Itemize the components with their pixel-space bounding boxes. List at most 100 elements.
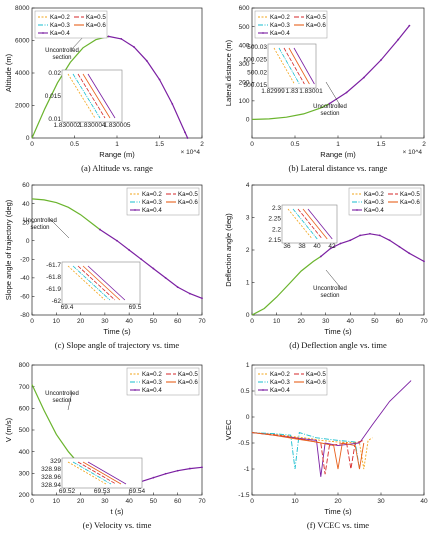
series-marker <box>398 245 401 248</box>
inset-x-tick: 69.52 <box>59 488 76 495</box>
y-tick-label: 2 <box>246 247 250 254</box>
inset-series <box>87 461 127 485</box>
series-marker <box>186 137 189 139</box>
legend-label: Ka=0.5 <box>306 14 326 21</box>
annotation-arrow <box>325 269 341 288</box>
annotation-line2: section <box>52 398 71 404</box>
x-tick-label: 0.5 <box>70 141 79 148</box>
legend-label: Ka=0.6 <box>178 199 198 206</box>
panel-d: 0 10 20 30 40 50 60 70 0 1 2 3 4 Time (s) Deflection a… <box>224 182 428 350</box>
legend-label: Ka=0.4 <box>364 207 384 214</box>
series-marker <box>171 102 174 105</box>
y-tick-label: 100 <box>239 98 250 105</box>
series-marker <box>188 467 191 470</box>
y-axis-label: Altitude (m) <box>4 53 13 92</box>
legend-label: Ka=0.2 <box>50 14 70 21</box>
series-line <box>31 198 101 231</box>
panel-caption: (f) VCEC vs. time <box>307 520 369 530</box>
inset-x-tick: 38 <box>298 243 306 250</box>
x-tick-label: 50 <box>150 498 158 505</box>
x-tick-label: 0 <box>250 318 254 325</box>
annotation-line1: Uncontrolled <box>313 286 347 292</box>
x-axis-label: Time (s) <box>103 327 131 336</box>
inset-y-tick: 328.94 <box>41 482 61 489</box>
inset-y-tick: 500.025 <box>244 57 268 64</box>
y-axis-label: Slope angle of trajectory (deg) <box>4 199 13 300</box>
inset-x-tick: 42 <box>328 243 336 250</box>
y-tick-label: 60 <box>22 182 30 189</box>
panel-b: 0 0.5 1 1.5 2 0 100 200 300 400 500 600 × 10^4 Range … <box>224 5 426 173</box>
inset-y-tick: -61.7 <box>46 262 61 269</box>
y-tick-label: 600 <box>19 406 30 413</box>
y-tick-label: -40 <box>20 275 30 282</box>
inset-series <box>67 73 96 119</box>
annotation-line1: Uncontrolled <box>313 104 347 110</box>
y-tick-label: 6000 <box>15 38 30 45</box>
x-tick-label: 20 <box>334 498 342 505</box>
legend-label: Ka=0.3 <box>364 199 384 206</box>
inset-series <box>82 461 122 485</box>
x-tick-label: 50 <box>150 318 158 325</box>
x-tick-label: 1 <box>115 141 119 148</box>
x-tick-label: 0 <box>30 318 34 325</box>
y-axis-label: Deflection angle (deg) <box>224 213 233 287</box>
legend-label: Ka=0.3 <box>270 379 290 386</box>
inset-x-tick: 1.830004 <box>78 122 105 129</box>
series-marker <box>345 91 348 94</box>
inset-y-tick: 328.98 <box>41 466 61 473</box>
x-tick-label: 30 <box>101 318 109 325</box>
y-tick-label: 200 <box>239 79 250 86</box>
annotation-line2: section <box>52 55 71 61</box>
legend-label: Ka=0.4 <box>142 387 162 394</box>
x-tick-label: 40 <box>420 498 428 505</box>
inset-series <box>87 73 116 119</box>
series-marker <box>152 476 155 479</box>
y-tick-label: 20 <box>22 219 30 226</box>
inset-x-tick: 69.4 <box>61 304 74 311</box>
x-tick-label: 70 <box>198 498 206 505</box>
y-tick-label: 0 <box>246 414 250 421</box>
annotation-line2: section <box>320 293 339 299</box>
legend-label: Ka=0.6 <box>400 199 420 206</box>
series-line <box>108 35 189 139</box>
inset-y-tick: -62 <box>52 298 62 305</box>
legend-label: Ka=0.4 <box>142 207 162 214</box>
legend-label: Ka=0.5 <box>400 191 420 198</box>
series-marker <box>99 228 101 231</box>
y-tick-label: 0 <box>26 135 30 142</box>
inset-x-tick: 1.830002 <box>53 122 80 129</box>
series-line <box>31 35 109 139</box>
y-tick-label: 0 <box>246 117 250 124</box>
panel-caption: (a) Altitude vs. range <box>81 163 153 173</box>
legend-label: Ka=0.2 <box>364 191 384 198</box>
inset-y-tick: 500.03 <box>247 44 267 51</box>
inset-series <box>302 208 328 240</box>
series-marker <box>378 234 381 237</box>
x-tick-label: 60 <box>174 318 182 325</box>
inset-series <box>72 265 111 301</box>
legend-label: Ka=0.2 <box>142 191 162 198</box>
inset-y-tick: 0.01 <box>48 116 61 123</box>
x-axis-label: Range (m) <box>99 150 135 159</box>
x-tick-label: 10 <box>53 318 61 325</box>
panel-caption: (e) Velocity vs. time <box>83 520 152 530</box>
series-marker <box>128 249 131 251</box>
inset-y-tick: 500.02 <box>247 69 267 76</box>
x-tick-label: 40 <box>126 318 134 325</box>
legend-label: Ka=0.3 <box>142 379 162 386</box>
inset-series <box>72 73 101 119</box>
legend-label: Ka=0.5 <box>306 371 326 378</box>
series-marker <box>188 292 191 295</box>
x-tick-label: 10 <box>53 498 61 505</box>
legend-label: Ka=0.3 <box>142 199 162 206</box>
inset-series <box>67 461 107 485</box>
series-line <box>251 255 322 316</box>
panel-c: 0 10 20 30 40 50 60 70 -80 -60 -40 -20 0 20 40 60 Time (… <box>4 182 206 350</box>
y-tick-label: -0.5 <box>238 440 250 447</box>
y-tick-label: 2000 <box>15 103 30 110</box>
series-marker <box>140 258 143 261</box>
series-marker <box>152 267 155 270</box>
legend-label: Ka=0.6 <box>306 22 326 29</box>
inset-y-tick: 329 <box>50 458 61 465</box>
inset-series <box>288 47 310 85</box>
